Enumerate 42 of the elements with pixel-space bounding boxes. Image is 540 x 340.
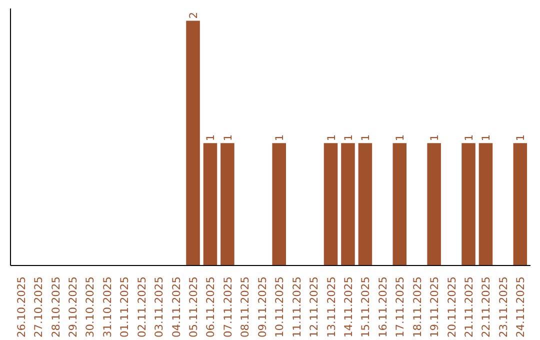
x-tick-label: 22.11.2025	[480, 276, 493, 338]
data-label: 1	[462, 134, 476, 142]
x-tick-label: 19.11.2025	[428, 276, 442, 338]
x-tick-label: 15.11.2025	[359, 276, 372, 338]
data-label: 1	[480, 134, 493, 142]
data-label: 1	[324, 134, 338, 142]
data-label: 1	[221, 134, 234, 142]
x-tick-label: 02.11.2025	[135, 276, 148, 338]
x-tick-label: 12.11.2025	[308, 276, 321, 338]
x-tick-label: 18.11.2025	[410, 276, 424, 338]
x-tick-label: 03.11.2025	[152, 276, 166, 338]
x-tick-label: 23.11.2025	[496, 276, 510, 338]
x-tick-label: 24.11.2025	[514, 276, 528, 338]
x-tick-label: 05.11.2025	[187, 276, 200, 338]
x-tick-label: 13.11.2025	[324, 276, 338, 338]
x-tick-label: 29.10.2025	[66, 276, 80, 338]
x-tick-label: 06.11.2025	[204, 276, 218, 338]
data-label: 1	[273, 134, 286, 142]
data-label: 1	[428, 134, 442, 142]
x-tick-label: 07.11.2025	[221, 276, 234, 338]
x-tick-label: 10.11.2025	[273, 276, 286, 338]
data-label: 1	[204, 134, 218, 142]
data-label: 1	[359, 134, 372, 142]
x-tick-label: 17.11.2025	[394, 276, 407, 338]
x-tick-label: 28.10.2025	[49, 276, 62, 338]
x-tick-label: 08.11.2025	[238, 276, 252, 338]
x-tick-label: 31.10.2025	[100, 276, 114, 338]
x-tick-label: 21.11.2025	[462, 276, 476, 338]
x-tick-label: 27.10.2025	[32, 276, 46, 338]
data-label: 1	[342, 134, 355, 142]
x-tick-label: 04.11.2025	[170, 276, 183, 338]
data-label: 2	[187, 12, 200, 19]
x-tick-label: 01.11.2025	[118, 276, 132, 338]
x-tick-label: 26.10.2025	[14, 276, 28, 338]
x-tick-label: 14.11.2025	[342, 276, 355, 338]
data-label: 1	[394, 134, 407, 142]
x-tick-label: 30.10.2025	[84, 276, 97, 338]
x-tick-label: 20.11.2025	[445, 276, 458, 338]
x-tick-label: 09.11.2025	[256, 276, 269, 338]
data-label: 1	[514, 134, 528, 142]
x-tick-label: 16.11.2025	[376, 276, 390, 338]
x-tick-label: 11.11.2025	[290, 276, 304, 338]
